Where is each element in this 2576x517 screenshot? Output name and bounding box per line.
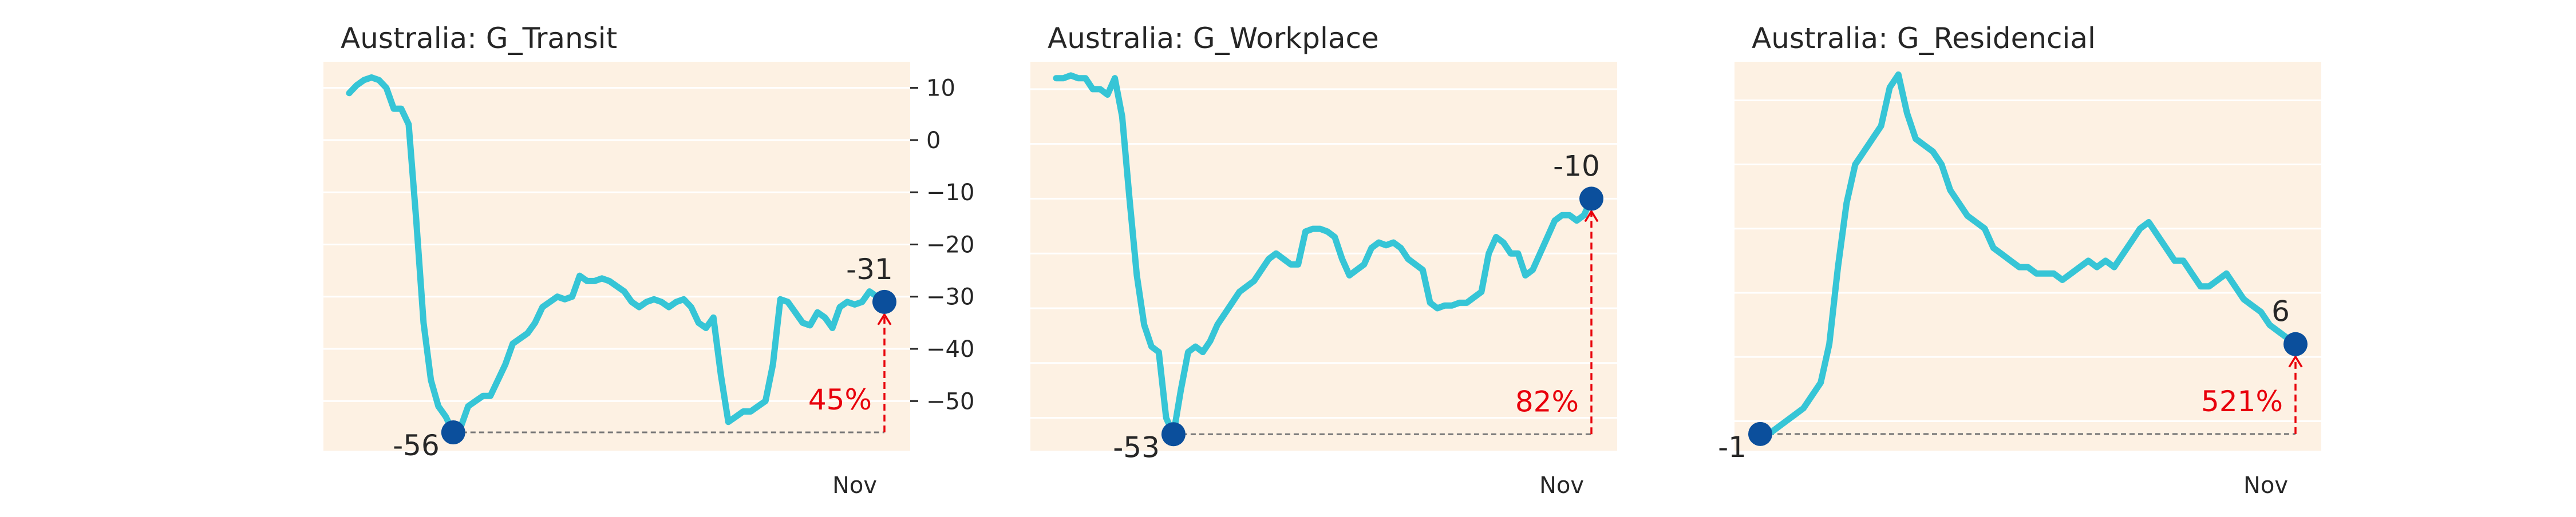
chart-panel-3: Australia: G_Residencial Nov 521% -1 6 [1718,22,2321,499]
recovery-percent-label: 82% [1515,385,1579,418]
chart-panel-1: 10 0 −10 −20 −30 −40 −50 Australia: G_Transit No… [323,22,974,499]
min-point-marker [441,420,465,445]
last-point-marker [2283,332,2308,356]
chart-panel-2: Australia: G_Workplace Nov 82% -53 -10 [1030,22,1617,499]
y-tick-label: −10 [926,180,974,206]
chart-title: Australia: G_Residencial [1752,22,2096,55]
min-point-label: -56 [393,429,440,462]
last-point-label: 6 [2271,295,2290,328]
y-tick-label: 10 [926,75,955,102]
min-point-label: -53 [1113,431,1160,464]
x-tick-label: Nov [2243,472,2288,499]
last-point-marker [1579,186,1603,211]
y-tick-label: −40 [926,336,974,363]
y-tick-label: −20 [926,232,974,258]
y-tick-label: −50 [926,388,974,415]
y-tick-label: 0 [926,128,941,154]
recovery-arrow-head [2288,355,2303,368]
series-line [1053,72,1595,438]
recovery-percent-label: 45% [808,383,872,416]
recovery-arrow-head [1584,209,1599,222]
chart-title: Australia: G_Transit [341,22,617,55]
series-line [1757,71,2299,438]
last-point-label: -31 [846,253,893,286]
chart-title: Australia: G_Workplace [1048,22,1379,55]
series-line [346,74,888,436]
recovery-percent-label: 521% [2201,385,2283,418]
x-tick-label: Nov [1539,472,1584,499]
min-point-label: -1 [1718,431,1747,464]
recovery-arrow-head [877,312,892,325]
y-tick-label: −30 [926,284,974,311]
last-point-label: -10 [1553,149,1600,182]
x-tick-label: Nov [832,472,877,499]
min-point-marker [1748,421,1772,446]
last-point-marker [872,289,896,314]
plot-background [1735,62,2321,451]
min-point-marker [1161,422,1186,447]
